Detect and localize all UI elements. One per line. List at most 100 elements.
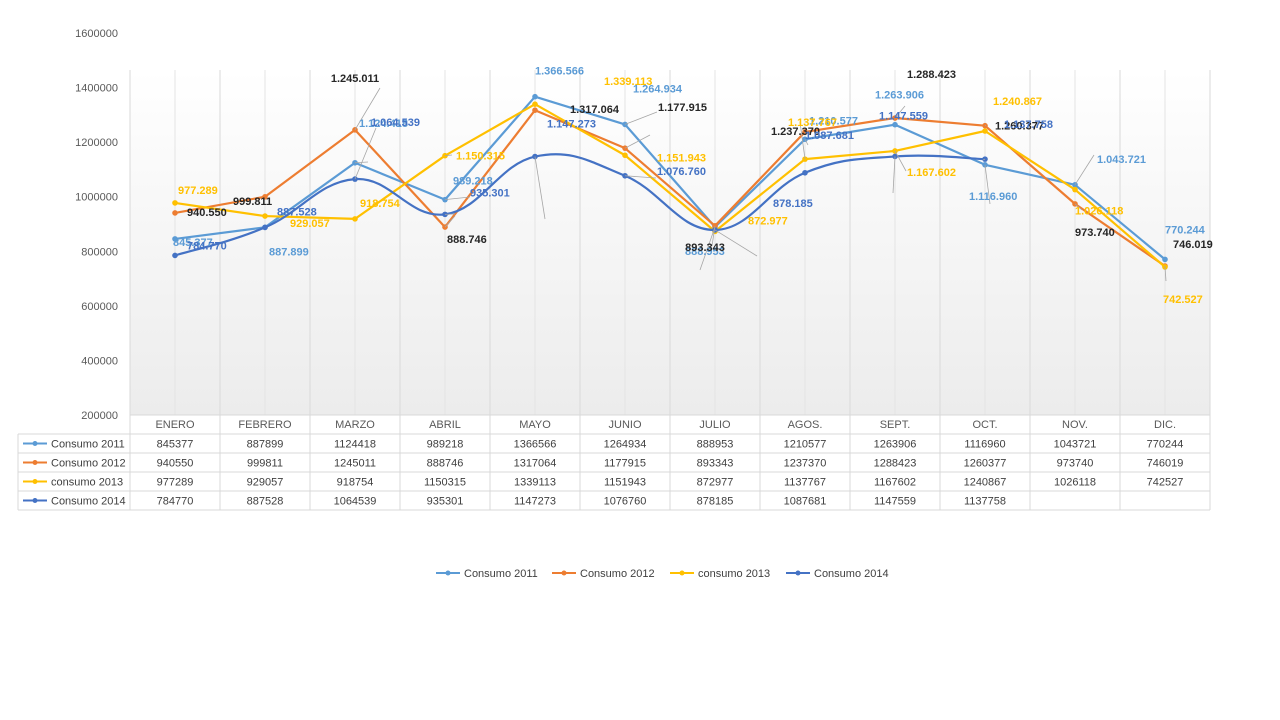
table-legend-marker [32, 498, 38, 503]
grid-lines [129, 70, 1211, 415]
table-cell: 1150315 [424, 477, 466, 489]
table-cell: 1064539 [334, 496, 377, 508]
table-cell: 1124418 [334, 439, 376, 451]
data-point [172, 210, 178, 216]
legend-marker [679, 570, 685, 576]
table-cell: 893343 [697, 458, 734, 470]
y-axis: 200000 400000 600000 800000 1000000 1200000 14… [75, 28, 118, 422]
leader-line [1074, 203, 1083, 211]
data-label: 1.240.867 [993, 96, 1042, 108]
data-label: 1.237.370 [771, 126, 820, 138]
data-label: 742.527 [1163, 294, 1203, 306]
table-row-label: consumo 2013 [51, 477, 123, 489]
table-cell: 1260377 [964, 458, 1007, 470]
data-point [262, 224, 268, 231]
x-tick-label: AGOS. [788, 419, 823, 431]
data-label: 1.339.113 [604, 76, 652, 88]
data-label: 1.317.064 [570, 104, 620, 116]
data-point [262, 193, 268, 200]
data-label: 1.116.960 [969, 191, 1017, 203]
leader-line [984, 164, 991, 205]
table-cell: 1147273 [514, 496, 556, 508]
leader-line [534, 156, 546, 220]
table-cell: 1210577 [784, 439, 827, 451]
leader-line [444, 196, 471, 201]
data-point [1162, 256, 1168, 263]
table-cell: 1263906 [874, 439, 917, 451]
table-cell: 1237370 [784, 458, 827, 470]
data-label: 989.218 [453, 176, 493, 188]
data-point [352, 216, 358, 222]
data-label: 1.137.767 [788, 117, 837, 129]
x-tick-label: DIC. [1154, 419, 1176, 431]
leader-line [894, 150, 907, 172]
data-table: ENERO FEBRERO MARZO ABRIL MAYO JUNIO JULIO AGOS… [17, 414, 1211, 511]
data-label: 1.043.721 [1097, 154, 1146, 166]
data-label: 1.064.539 [371, 117, 420, 129]
table-cell: 1366566 [514, 439, 557, 451]
x-tick-label: JUNIO [609, 419, 642, 431]
data-label: 935.301 [470, 187, 510, 199]
leader-line [624, 134, 651, 149]
x-tick-label: ENERO [155, 419, 195, 431]
table-cell: 887528 [247, 496, 284, 508]
table-cell: 1147559 [874, 496, 916, 508]
legend: Consumo 2011 Consumo 2012 consumo 2013 Cons… [436, 568, 889, 580]
data-label: 845.377 [173, 237, 213, 249]
leader-line [699, 226, 716, 271]
data-point [172, 236, 178, 242]
data-label: 940.550 [187, 207, 227, 219]
series-line-3 [174, 103, 1166, 268]
table-legend-marker [32, 460, 38, 465]
legend-label: Consumo 2014 [814, 568, 889, 580]
leader-line [354, 87, 381, 131]
data-label: 887.528 [277, 206, 317, 218]
leader-line [354, 161, 369, 164]
data-label: 893.343 [685, 242, 725, 254]
leader-line [894, 105, 906, 119]
table-cell: 1177915 [604, 458, 646, 470]
table-cell: 746019 [1147, 458, 1184, 470]
data-label: 999.811 [233, 196, 272, 208]
table-cell: 1116960 [964, 439, 1005, 451]
data-label: 1.264.934 [633, 83, 683, 95]
data-point [172, 200, 178, 206]
leader-line [804, 139, 809, 146]
data-label: 784.770 [187, 240, 227, 252]
series-line-1 [174, 95, 1166, 261]
legend-marker [795, 570, 801, 576]
table-cell: 1240867 [964, 477, 1007, 489]
y-tick-label: 1600000 [75, 28, 118, 40]
leader-line [892, 156, 896, 194]
data-point [802, 169, 808, 176]
series-line-2 [174, 109, 1166, 267]
table-cell: 1043721 [1054, 439, 1097, 451]
table-cell: 888746 [427, 458, 464, 470]
table-cell: 918754 [337, 477, 374, 489]
data-label: 1.260.377 [995, 121, 1044, 133]
leader-line [1074, 154, 1095, 185]
data-label: 1.087.681 [805, 130, 854, 142]
leader-line [799, 121, 806, 160]
table-cell: 887899 [247, 439, 284, 451]
data-label: 1.137.758 [1004, 119, 1053, 131]
x-tick-label: SEPT. [880, 419, 911, 431]
table-cell: 1137767 [784, 477, 826, 489]
legend-label: Consumo 2012 [580, 568, 655, 580]
y-tick-label: 800000 [81, 246, 118, 258]
y-tick-label: 1200000 [75, 137, 118, 149]
data-label: 977.289 [178, 185, 218, 197]
series-line-4 [174, 153, 986, 257]
series-lines [172, 93, 1168, 270]
table-cell: 977289 [157, 477, 194, 489]
legend-label: consumo 2013 [698, 568, 770, 580]
data-label: 1.366.566 [535, 66, 584, 78]
table-cell: 878185 [697, 496, 734, 508]
data-point [532, 93, 538, 100]
data-point [532, 107, 538, 114]
leader-line [984, 124, 987, 127]
data-label: 1.026.118 [1075, 206, 1123, 218]
x-tick-label: NOV. [1062, 419, 1088, 431]
table-cell: 935301 [427, 496, 464, 508]
